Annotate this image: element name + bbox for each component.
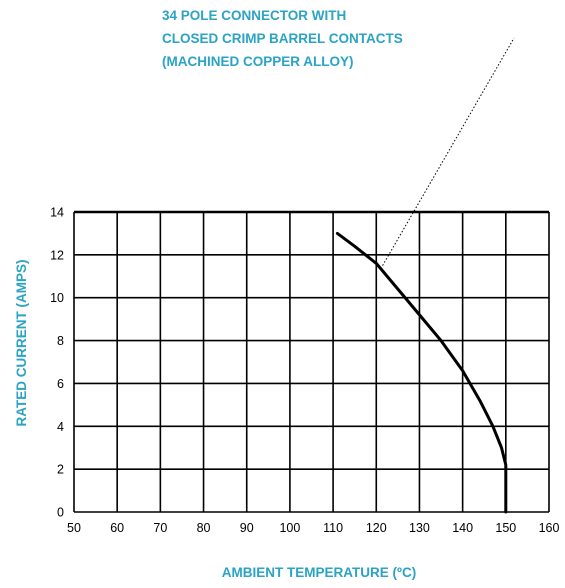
y-tick-label: 12 [50, 248, 64, 262]
x-tick-label: 160 [539, 521, 560, 535]
y-tick-label: 6 [57, 377, 64, 391]
y-tick-label: 4 [57, 420, 64, 434]
y-axis-label: RATED CURRENT (AMPS) [14, 260, 29, 427]
x-tick-label: 130 [409, 521, 430, 535]
y-tick-label: 2 [57, 463, 64, 477]
annotation-leader-line [382, 37, 515, 266]
annotation: 34 POLE CONNECTOR WITH CLOSED CRIMP BARR… [162, 8, 403, 69]
annotation-line-1: 34 POLE CONNECTOR WITH [162, 8, 346, 23]
x-tick-label: 140 [452, 521, 473, 535]
y-tick-label: 14 [50, 206, 64, 220]
x-tick-label: 60 [110, 521, 124, 535]
x-tick-label: 120 [366, 521, 387, 535]
x-tick-label: 70 [153, 521, 167, 535]
x-tick-label: 100 [279, 521, 300, 535]
y-tick-label: 10 [50, 291, 64, 305]
x-axis-label: AMBIENT TEMPERATURE (ºC) [222, 565, 416, 580]
x-tick-label: 150 [495, 521, 516, 535]
x-tick-label: 90 [240, 521, 254, 535]
x-tick-labels: 50 60 70 80 90 100 110 120 130 140 150 160 [67, 521, 559, 535]
annotation-line-3: (MACHINED COPPER ALLOY) [162, 54, 354, 69]
y-tick-label: 8 [57, 334, 64, 348]
x-tick-label: 80 [197, 521, 211, 535]
grid [73, 210, 550, 513]
x-tick-label: 110 [323, 521, 343, 535]
series-line [335, 231, 508, 514]
x-tick-label: 50 [67, 521, 81, 535]
y-tick-labels: 0 2 4 6 8 10 12 14 [50, 206, 64, 520]
annotation-line-2: CLOSED CRIMP BARREL CONTACTS [162, 31, 403, 46]
y-tick-label: 0 [57, 506, 64, 520]
